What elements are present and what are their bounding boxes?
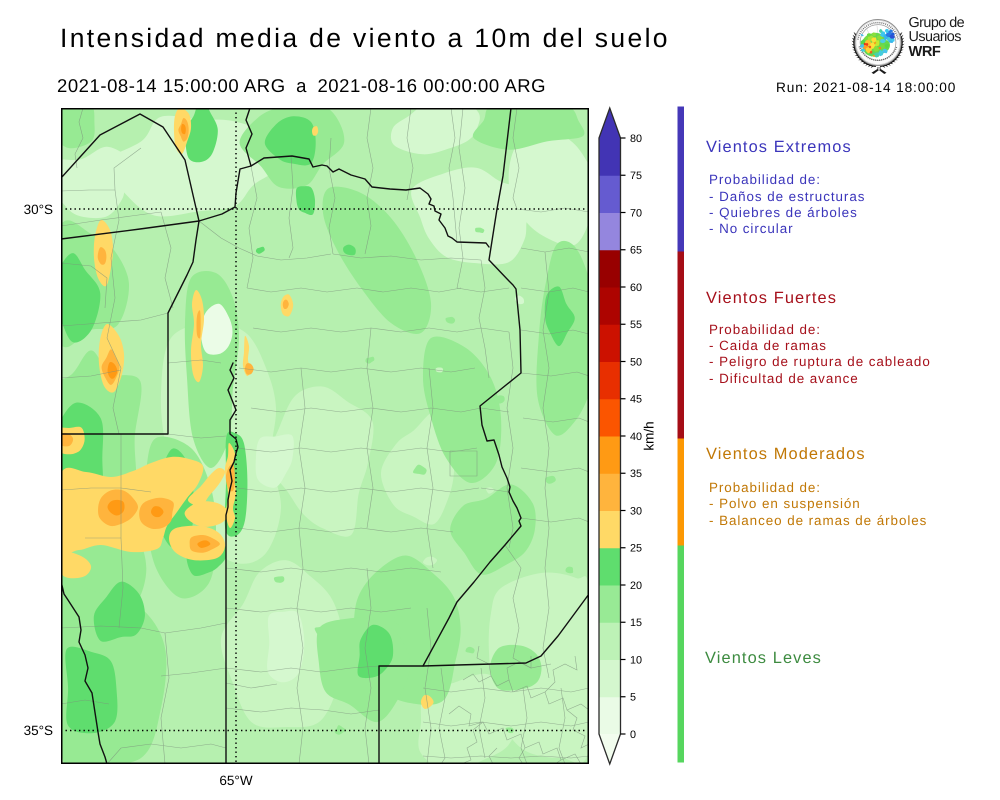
svg-text:20: 20 <box>630 580 642 592</box>
svg-text:10: 10 <box>630 654 642 666</box>
svg-text:0: 0 <box>630 729 636 741</box>
svg-text:45: 45 <box>630 394 642 406</box>
svg-text:80: 80 <box>630 133 642 145</box>
svg-text:65: 65 <box>630 245 642 257</box>
svg-text:75: 75 <box>630 170 642 182</box>
svg-text:40: 40 <box>630 431 642 443</box>
svg-text:30: 30 <box>630 505 642 517</box>
svg-text:15: 15 <box>630 617 642 629</box>
svg-text:km/h: km/h <box>642 421 657 450</box>
svg-text:60: 60 <box>630 282 642 294</box>
svg-text:35: 35 <box>630 468 642 480</box>
svg-text:50: 50 <box>630 356 642 368</box>
svg-text:25: 25 <box>630 543 642 555</box>
svg-text:55: 55 <box>630 319 642 331</box>
svg-text:5: 5 <box>630 692 636 704</box>
svg-text:70: 70 <box>630 207 642 219</box>
